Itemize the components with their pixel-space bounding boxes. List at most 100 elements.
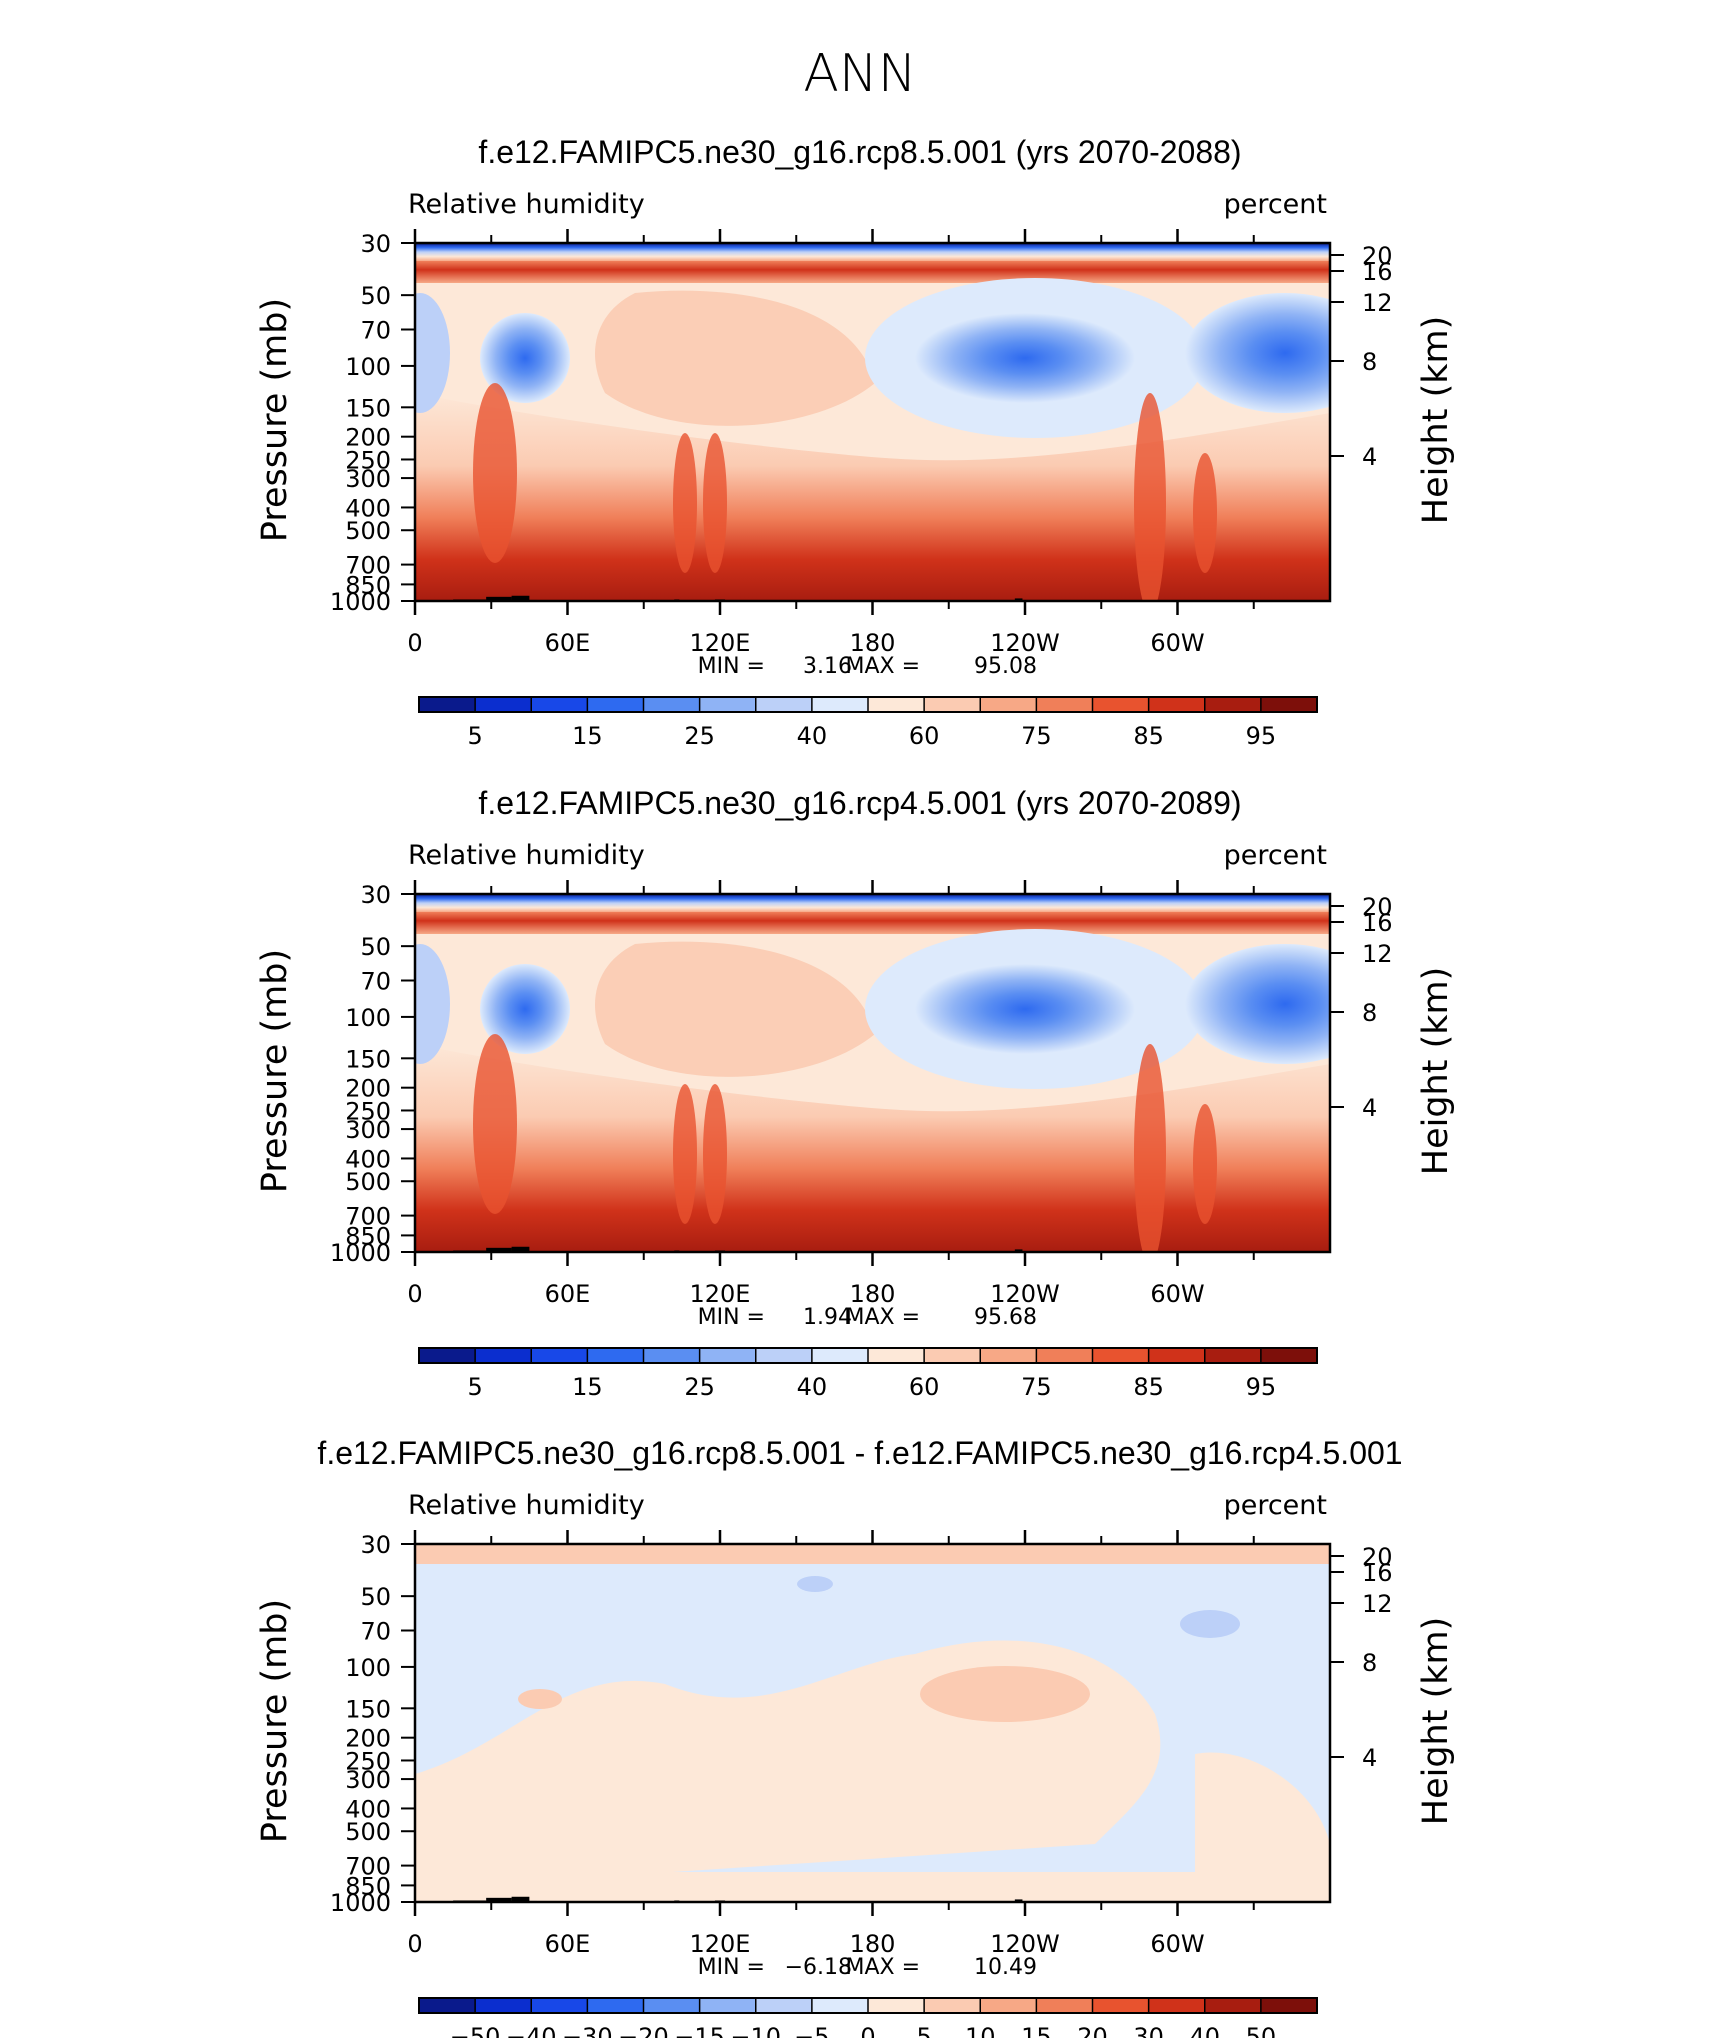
convective-plume-5 — [1193, 1104, 1217, 1224]
x-tick-label: 120W — [990, 1930, 1060, 1958]
min-value: 1.94 — [803, 1305, 852, 1330]
panel-title: f.e12.FAMIPC5.ne30_g16.rcp8.5.001 (yrs 2… — [478, 134, 1241, 170]
subtitle-right: percent — [1224, 840, 1327, 871]
y-tick-label: 400 — [345, 1145, 391, 1173]
contour-field — [415, 894, 1330, 1252]
colorbar-swatch — [924, 1998, 981, 2013]
y-right-tick-label: 16 — [1362, 1559, 1393, 1587]
positive-anomaly-core — [920, 1666, 1090, 1722]
min-value: −6.18 — [785, 1955, 852, 1980]
colorbar-swatch — [755, 1998, 813, 2013]
dry-region-atlantic — [1185, 944, 1330, 1064]
colorbar: −50 −40 −30 −20 −15 −10 −5 0 5 10 15 20 30 40 50 — [418, 1997, 1318, 2038]
colorbar-swatch — [1204, 1348, 1262, 1363]
colorbar-swatch — [1148, 1348, 1206, 1363]
colorbar-swatch — [1036, 1348, 1093, 1363]
min-value: 3.16 — [803, 654, 852, 679]
contour-field — [415, 1544, 1330, 1902]
x-tick-label: 60E — [545, 1930, 591, 1958]
colorbar-swatch — [980, 1348, 1037, 1363]
x-tick-label: 60W — [1150, 1930, 1204, 1958]
colorbar-swatch — [643, 1998, 701, 2013]
y-right-tick-label: 4 — [1362, 443, 1377, 471]
y-tick-label: 30 — [360, 881, 391, 909]
convective-plume-5 — [1193, 453, 1217, 573]
colorbar-label: 40 — [1189, 2023, 1220, 2038]
y-tick-label: 500 — [345, 1818, 391, 1846]
convective-plume-3 — [703, 1084, 727, 1224]
colorbar-label: 40 — [797, 1373, 828, 1401]
surface-anomaly — [415, 1872, 1330, 1902]
topography-2 — [486, 1247, 512, 1252]
colorbar: 5 15 25 40 60 75 85 95 — [418, 696, 1318, 750]
y-tick-label: 400 — [345, 1795, 391, 1823]
colorbar-swatch — [1148, 1998, 1206, 2013]
contour-field — [415, 243, 1330, 601]
colorbar-swatch — [1204, 697, 1262, 712]
colorbar-swatch — [811, 697, 869, 712]
colorbar-swatch — [587, 1348, 644, 1363]
panel-2: f.e12.FAMIPC5.ne30_g16.rcp4.5.001 (yrs 2… — [255, 785, 1456, 1401]
colorbar-label: 15 — [572, 722, 603, 750]
y-tick-label: 70 — [360, 968, 391, 996]
colorbar-swatch — [531, 697, 588, 712]
y-tick-label: 100 — [345, 1004, 391, 1032]
colorbar-swatch — [1092, 1348, 1150, 1363]
colorbar-swatch — [587, 697, 644, 712]
colorbar-swatch — [419, 697, 476, 712]
y-right-tick-label: 12 — [1362, 940, 1393, 968]
x-tick-label: 120E — [690, 629, 751, 657]
y-axis-label: Pressure (mb) — [255, 949, 295, 1193]
colorbar-label: 5 — [916, 2023, 931, 2038]
y-tick-label: 250 — [345, 1097, 391, 1125]
negative-anomaly-small — [797, 1576, 833, 1592]
panel-3: f.e12.FAMIPC5.ne30_g16.rcp8.5.001 - f.e1… — [255, 1435, 1456, 2038]
y-tick-label: 150 — [345, 1045, 391, 1073]
tropopause-band — [415, 912, 1330, 934]
y-right-tick-label: 12 — [1362, 289, 1393, 317]
colorbar-label: −15 — [674, 2023, 725, 2038]
convective-plume-2 — [673, 1084, 697, 1224]
y-right-tick-label: 8 — [1362, 1649, 1377, 1677]
colorbar-swatch — [531, 1348, 588, 1363]
colorbar-label: 15 — [1021, 2023, 1052, 2038]
colorbar-label: −20 — [618, 2023, 669, 2038]
y-tick-label: 150 — [345, 394, 391, 422]
y-right-tick-label: 8 — [1362, 348, 1377, 376]
colorbar-label: −5 — [794, 2023, 829, 2038]
topography-7 — [1014, 598, 1023, 601]
topography-2 — [486, 596, 512, 601]
x-tick-label: 60W — [1150, 1280, 1204, 1308]
y-tick-label: 30 — [360, 1531, 391, 1559]
x-tick-label: 60W — [1150, 629, 1204, 657]
colorbar-label: 15 — [572, 1373, 603, 1401]
colorbar-swatch — [755, 1348, 813, 1363]
max-label: MAX = — [845, 1305, 920, 1330]
colorbar-swatch — [924, 697, 981, 712]
y-tick-label: 100 — [345, 1654, 391, 1682]
convective-plume-1 — [473, 1034, 517, 1214]
x-tick-label: 120E — [690, 1280, 751, 1308]
colorbar-label: 85 — [1133, 722, 1164, 750]
colorbar-swatch — [1092, 697, 1150, 712]
y-tick-label: 700 — [345, 1853, 391, 1881]
colorbar-swatch — [1036, 697, 1093, 712]
dry-region-pacific — [915, 313, 1135, 403]
convective-plume-4 — [1134, 393, 1166, 601]
y-tick-label: 200 — [345, 1075, 391, 1103]
colorbar-swatch — [475, 1348, 532, 1363]
subtitle-left: Relative humidity — [408, 189, 645, 220]
colorbar-label: −10 — [730, 2023, 781, 2038]
y-tick-label: 250 — [345, 446, 391, 474]
colorbar-label: −40 — [506, 2023, 557, 2038]
subtitle-left: Relative humidity — [408, 1490, 645, 1521]
subtitle-left: Relative humidity — [408, 840, 645, 871]
moist-region — [595, 941, 875, 1077]
min-label: MIN = — [698, 1305, 765, 1330]
colorbar-label: 75 — [1021, 1373, 1052, 1401]
colorbar-swatch — [868, 697, 925, 712]
topography-2 — [486, 1897, 512, 1902]
convective-plume-2 — [673, 433, 697, 573]
x-tick-label: 0 — [407, 1280, 422, 1308]
x-tick-label: 60E — [545, 1280, 591, 1308]
